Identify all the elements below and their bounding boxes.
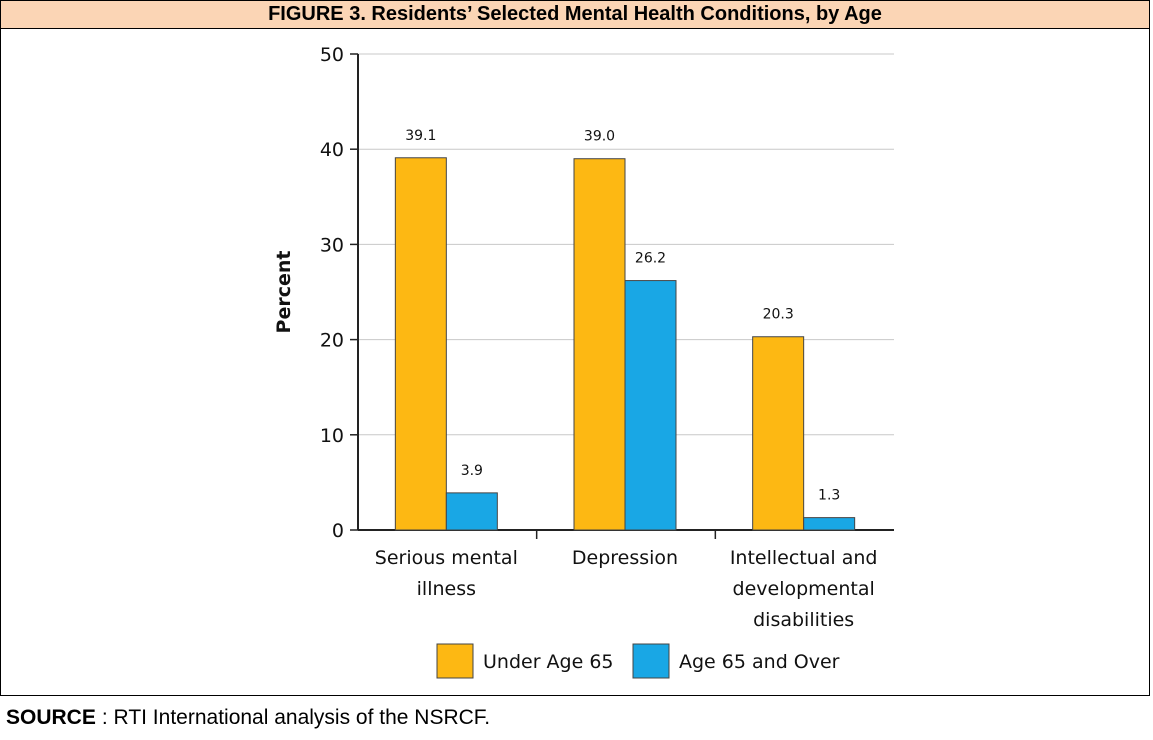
data-label: 1.3: [818, 488, 840, 504]
category-label: illness: [417, 578, 476, 600]
data-label: 39.1: [405, 128, 436, 144]
bar: [394, 157, 447, 531]
legend-swatch-65-over: [632, 643, 670, 679]
y-tick-label: 50: [320, 44, 344, 66]
bar: [573, 158, 626, 531]
source-note: SOURCE : RTI International analysis of t…: [0, 697, 1150, 739]
y-tick-label: 0: [332, 520, 344, 542]
legend-label-65-over: Age 65 and Over: [679, 651, 840, 673]
category-label: developmental: [733, 578, 875, 600]
y-tick-label: 20: [320, 330, 344, 352]
category-label: Intellectual and: [730, 547, 878, 569]
data-label: 39.0: [584, 129, 615, 145]
figure-title: FIGURE 3. Residents’ Selected Mental Hea…: [1, 1, 1149, 29]
data-label: 3.9: [461, 463, 483, 479]
bar: [445, 492, 498, 531]
source-text: : RTI International analysis of the NSRC…: [101, 706, 491, 729]
bar-chart: 0 10 20 30 40 50 Percent 39.1 3.9 Serious mental i…: [273, 44, 894, 679]
bar: [624, 280, 677, 531]
data-label: 20.3: [763, 307, 794, 323]
category-label: Serious mental: [375, 547, 518, 569]
legend-swatch-under-65: [436, 643, 474, 679]
y-axis-label: Percent: [273, 251, 295, 334]
category-label: Depression: [572, 547, 678, 569]
source-label: SOURCE: [6, 706, 96, 729]
bar: [752, 336, 805, 531]
y-tick-label: 30: [320, 234, 344, 256]
bar: [803, 517, 856, 531]
data-label: 26.2: [635, 251, 666, 267]
figure-frame: FIGURE 3. Residents’ Selected Mental Hea…: [0, 0, 1150, 696]
y-tick-label: 40: [320, 139, 344, 161]
category-label: disabilities: [753, 609, 854, 631]
y-tick-label: 10: [320, 425, 344, 447]
legend-label-under-65: Under Age 65: [483, 651, 614, 673]
